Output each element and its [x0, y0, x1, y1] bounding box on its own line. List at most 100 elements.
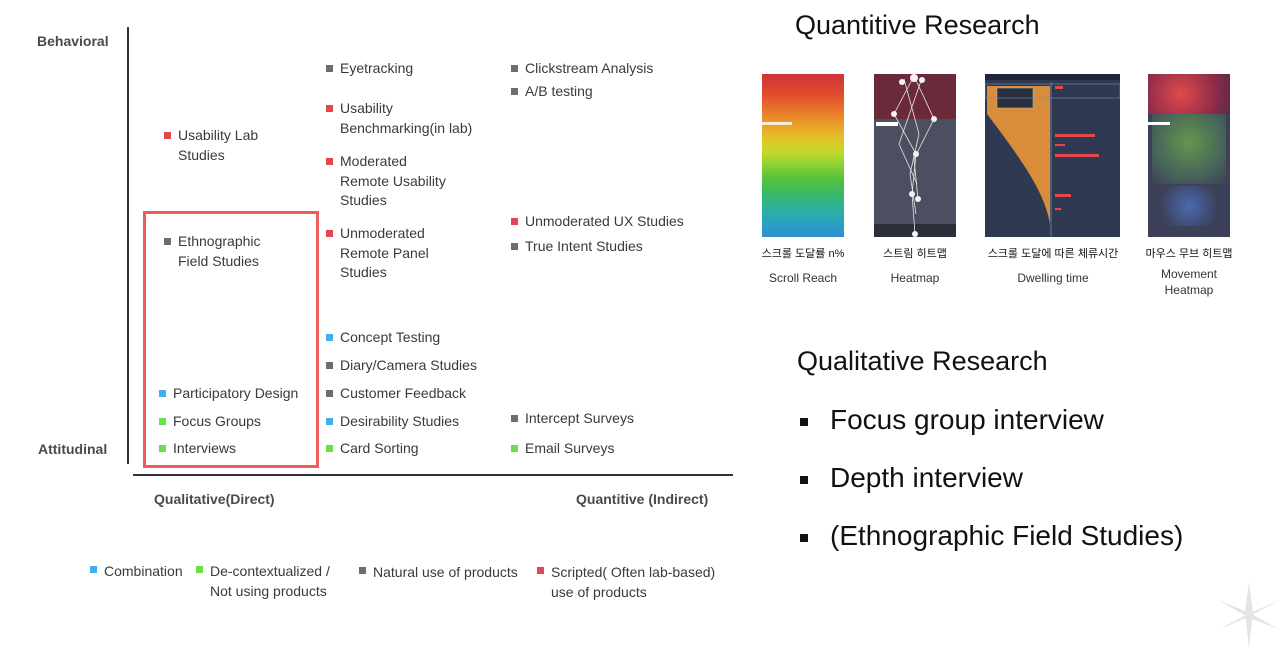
category-marker-icon: [511, 445, 518, 452]
category-marker-icon: [159, 390, 166, 397]
category-marker-icon: [511, 218, 518, 225]
legend-label: Combination: [104, 563, 183, 579]
thumb-caption-ko: 스크롤 도달에 따른 체류시간: [987, 248, 1119, 260]
method-label: True Intent Studies: [525, 238, 643, 254]
method-desirability-studies: Desirability Studies: [326, 412, 460, 432]
category-marker-icon: [159, 418, 166, 425]
legend-item-combination: Combination: [90, 561, 183, 581]
category-marker-icon: [326, 418, 333, 425]
method-label: Eyetracking: [340, 60, 414, 76]
method-customer-feedback: Customer Feedback: [326, 384, 467, 404]
legend-label: Natural use of products: [373, 564, 518, 580]
thumb-caption-ko: 스크롤 도달률 n%: [761, 248, 845, 260]
method-label: Moderated Remote Usability Studies: [340, 153, 446, 208]
category-marker-icon: [326, 445, 333, 452]
method-true-intent-studies: True Intent Studies: [511, 237, 643, 257]
method-label: Participatory Design: [173, 385, 299, 401]
method-clickstream-analysis: Clickstream Analysis: [511, 59, 653, 79]
method-diary-camera-studies: Diary/Camera Studies: [326, 356, 477, 376]
dwelling-chart-graphic: [985, 74, 1120, 237]
category-marker-icon: [511, 65, 518, 72]
method-usability-lab-studies: Usability Lab Studies: [164, 126, 259, 165]
method-eyetracking: Eyetracking: [326, 59, 414, 79]
stream-heatmap-thumbnail: [874, 74, 956, 237]
qual-item-depth-interview: Depth interview: [800, 462, 1023, 494]
method-label: Unmoderated UX Studies: [525, 213, 684, 229]
legend-label: Scripted( Often lab-based) use of product…: [551, 564, 716, 600]
category-marker-icon: [326, 230, 333, 237]
method-moderated-remote-usability-studies: Moderated Remote Usability Studies: [326, 152, 446, 211]
method-a-b-testing: A/B testing: [511, 82, 593, 102]
bullet-icon: [800, 534, 808, 542]
y-axis-bottom-label: Attitudinal: [38, 441, 108, 457]
method-participatory-design: Participatory Design: [159, 384, 299, 404]
method-label: Intercept Surveys: [525, 410, 634, 426]
category-marker-icon: [326, 105, 333, 112]
method-label: Card Sorting: [340, 440, 419, 456]
stream-lines-graphic: [876, 74, 937, 237]
bullet-icon: [800, 418, 808, 426]
method-card-sorting: Card Sorting: [326, 439, 419, 459]
qual-item-focus-group: Focus group interview: [800, 404, 1104, 436]
star-watermark-icon: [1218, 582, 1280, 648]
method-label: Email Surveys: [525, 440, 615, 456]
method-unmoderated-ux-studies: Unmoderated UX Studies: [511, 212, 684, 232]
scroll-reach-thumbnail: [762, 74, 844, 237]
category-marker-icon: [326, 334, 333, 341]
thumb-caption-en: Heatmap: [890, 271, 940, 285]
x-axis-left-label: Qualitative(Direct): [154, 491, 275, 507]
method-label: Ethnographic Field Studies: [178, 233, 261, 269]
method-label: Desirability Studies: [340, 413, 460, 429]
category-marker-icon: [164, 238, 171, 245]
method-interviews: Interviews: [159, 439, 237, 459]
thumb-caption-en: Scroll Reach: [768, 271, 838, 285]
method-label: Usability Lab Studies: [178, 127, 259, 163]
dwelling-time-thumbnail: [985, 74, 1120, 237]
thumb-caption-ko: 스트림 히트맵: [883, 248, 947, 260]
category-marker-icon: [326, 65, 333, 72]
method-concept-testing: Concept Testing: [326, 328, 441, 348]
qual-title: Qualitative Research: [797, 346, 1048, 376]
method-usability-benchmarking-in-lab: Usability Benchmarking(in lab): [326, 99, 473, 138]
bullet-icon: [800, 476, 808, 484]
thumb-caption-ko: 마우스 무브 히트맵: [1145, 248, 1233, 260]
method-label: A/B testing: [525, 83, 593, 99]
category-marker-icon: [326, 362, 333, 369]
method-label: Usability Benchmarking(in lab): [340, 100, 473, 136]
qual-item-ethnographic: (Ethnographic Field Studies): [800, 520, 1183, 552]
legend-label: De-contextualized / Not using products: [210, 563, 330, 599]
method-label: Unmoderated Remote Panel Studies: [340, 225, 429, 280]
category-marker-icon: [511, 88, 518, 95]
category-marker-icon: [511, 415, 518, 422]
method-label: Focus Groups: [173, 413, 261, 429]
legend-swatch-icon: [359, 567, 366, 574]
method-email-surveys: Email Surveys: [511, 439, 615, 459]
legend-item-scripted-often-lab-based-use-of-products: Scripted( Often lab-based) use of product…: [537, 562, 716, 602]
method-unmoderated-remote-panel-studies: Unmoderated Remote Panel Studies: [326, 224, 429, 283]
category-marker-icon: [326, 158, 333, 165]
thumb-caption-en: Dwelling time: [1017, 271, 1089, 285]
legend-item-de-contextualized-not-using-products: De-contextualized / Not using products: [196, 561, 330, 601]
method-label: Concept Testing: [340, 329, 441, 345]
y-axis-line: [127, 27, 129, 464]
thumb-caption-en: Movement Heatmap: [1160, 267, 1218, 297]
method-label: Interviews: [173, 440, 237, 456]
category-marker-icon: [326, 390, 333, 397]
method-label: Customer Feedback: [340, 385, 467, 401]
movement-heatmap-thumbnail: [1148, 74, 1230, 237]
method-focus-groups: Focus Groups: [159, 412, 261, 432]
x-axis-line: [133, 474, 733, 476]
quant-title: Quantitive Research: [795, 10, 1040, 40]
highlight-box: [143, 211, 319, 468]
legend-swatch-icon: [537, 567, 544, 574]
method-intercept-surveys: Intercept Surveys: [511, 409, 634, 429]
y-axis-top-label: Behavioral: [37, 33, 109, 49]
x-axis-right-label: Quantitive (Indirect): [576, 491, 709, 507]
category-marker-icon: [511, 243, 518, 250]
method-label: Diary/Camera Studies: [340, 357, 477, 373]
legend-swatch-icon: [196, 566, 203, 573]
legend-item-natural-use-of-products: Natural use of products: [359, 562, 518, 582]
category-marker-icon: [164, 132, 171, 139]
category-marker-icon: [159, 445, 166, 452]
legend-swatch-icon: [90, 566, 97, 573]
